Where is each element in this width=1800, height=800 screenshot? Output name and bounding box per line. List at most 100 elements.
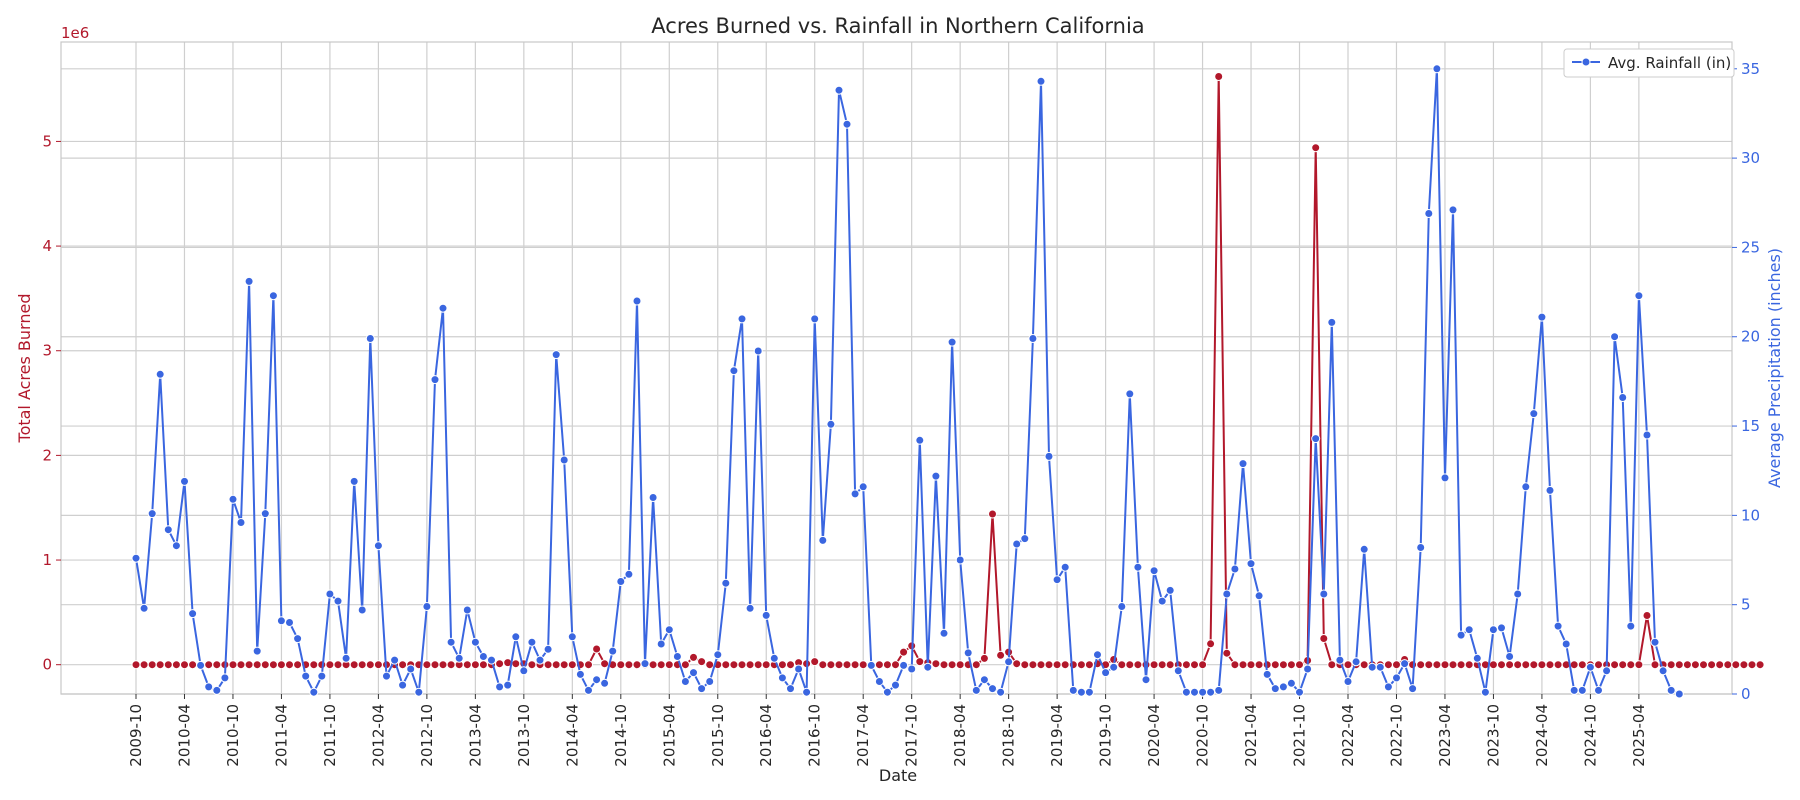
acres-burned-point <box>1044 660 1054 670</box>
rainfall-point <box>1610 332 1620 342</box>
acres-burned-point <box>761 660 771 670</box>
rainfall-point <box>1408 684 1418 694</box>
rainfall-point <box>180 476 189 486</box>
acres-burned-point <box>1206 639 1216 649</box>
acres-burned-point <box>1149 660 1159 670</box>
tick-label-x: 2021-04 <box>1242 704 1260 767</box>
rainfall-point <box>915 435 925 445</box>
acres-burned-point <box>1295 660 1304 670</box>
rainfall-point <box>802 687 812 697</box>
acres-burned-point <box>600 659 610 669</box>
rainfall-point <box>1246 559 1256 569</box>
rainfall-point <box>1464 625 1474 635</box>
rainfall-point <box>882 687 892 697</box>
acres-burned-point <box>1707 660 1717 670</box>
rainfall-point <box>236 518 246 527</box>
rainfall-point <box>414 687 424 697</box>
rainfall-point <box>1383 682 1393 692</box>
acres-burned-point <box>1214 72 1224 81</box>
rainfall-point <box>1602 666 1612 676</box>
rainfall-point <box>1488 625 1498 635</box>
rainfall-point <box>1553 621 1563 631</box>
acres-burned-point <box>1028 660 1038 670</box>
rainfall-point <box>1012 539 1022 549</box>
rainfall-point <box>624 569 634 579</box>
rainfall-point <box>1521 482 1531 492</box>
tick-label-x: 2012-10 <box>418 704 436 767</box>
rainfall-point <box>244 276 254 286</box>
rainfall-point <box>1303 664 1313 674</box>
rainfall-point <box>850 489 860 499</box>
acres-burned-point <box>260 660 270 670</box>
rainfall-point <box>1230 564 1240 574</box>
rainfall-point <box>365 334 375 343</box>
rainfall-point <box>584 685 593 695</box>
acres-burned-point <box>939 660 949 670</box>
rainfall-point <box>939 628 949 638</box>
tick-label-x: 2025-04 <box>1630 704 1648 767</box>
rainfall-point <box>188 609 198 619</box>
rainfall-point <box>1650 637 1660 647</box>
tick-label-x: 2013-10 <box>515 704 533 767</box>
tick-label-x: 2014-10 <box>612 704 630 767</box>
rainfall-point <box>301 671 311 681</box>
rainfall-point <box>640 659 650 669</box>
acres-burned-point <box>1198 660 1208 670</box>
tick-label-right-y: 30 <box>1741 149 1760 167</box>
tick-label-left-y: 2 <box>42 446 52 464</box>
rainfall-point <box>171 541 181 551</box>
acres-burned-point <box>915 657 925 667</box>
rainfall-point <box>527 637 537 647</box>
legend-label: Avg. Rainfall (in) <box>1608 54 1731 72</box>
acres-burned-point <box>705 660 715 670</box>
tick-label-right-y: 35 <box>1741 60 1760 78</box>
rainfall-point <box>1117 602 1127 611</box>
acres-burned-point <box>309 660 319 670</box>
acres-burned-point <box>204 660 214 670</box>
acres-burned-point <box>737 660 747 670</box>
right-y-ticks: 0 5 10 15 20 25 30 35 <box>1732 60 1760 703</box>
acres-burned-point <box>1488 660 1498 670</box>
tick-label-left-y: 4 <box>42 237 52 255</box>
acres-burned-point <box>1642 611 1652 620</box>
acres-burned-point <box>527 660 537 670</box>
acres-burned-point <box>212 660 222 670</box>
acres-burned-point <box>559 660 569 670</box>
rainfall-point <box>503 680 513 690</box>
acres-burned-point <box>1456 660 1466 670</box>
rainfall-point <box>1634 291 1644 301</box>
rainfall-point <box>1149 566 1159 576</box>
rainfall-point <box>285 618 294 627</box>
acres-burned-point <box>147 660 157 670</box>
acres-burned-point <box>333 660 343 670</box>
rainfall-point <box>689 668 698 678</box>
rainfall-point <box>1561 639 1571 649</box>
acres-burned-point <box>850 660 860 670</box>
acres-burned-point <box>285 660 294 670</box>
acres-burned-point <box>874 660 884 670</box>
acres-burned-point <box>244 660 254 670</box>
acres-burned-point <box>1513 660 1523 670</box>
acres-burned-point <box>1424 660 1434 670</box>
tick-label-x: 2013-04 <box>466 704 484 767</box>
acres-burned-point <box>495 659 505 669</box>
rainfall-point <box>769 653 779 663</box>
acres-burned-point <box>228 660 238 670</box>
acres-burned-point <box>1739 660 1749 670</box>
acres-burned-point <box>1690 660 1700 670</box>
rainfall-point <box>559 455 569 465</box>
acres-burned-point <box>1230 660 1240 670</box>
grid-lines <box>61 42 1732 695</box>
rainfall-point <box>1513 589 1523 599</box>
rainfall-point <box>834 85 844 95</box>
rainfall-point <box>1545 485 1555 495</box>
acres-burned-point <box>1545 660 1555 670</box>
acres-burned-point <box>584 660 593 670</box>
rainfall-point <box>608 646 618 656</box>
rainfall-point <box>1028 334 1038 343</box>
acres-burned-point <box>1319 634 1329 643</box>
rainfall-point <box>996 687 1006 697</box>
rainfall-point <box>1020 534 1030 544</box>
acres-burned-point <box>1529 660 1539 670</box>
acres-burned-point <box>349 660 359 670</box>
